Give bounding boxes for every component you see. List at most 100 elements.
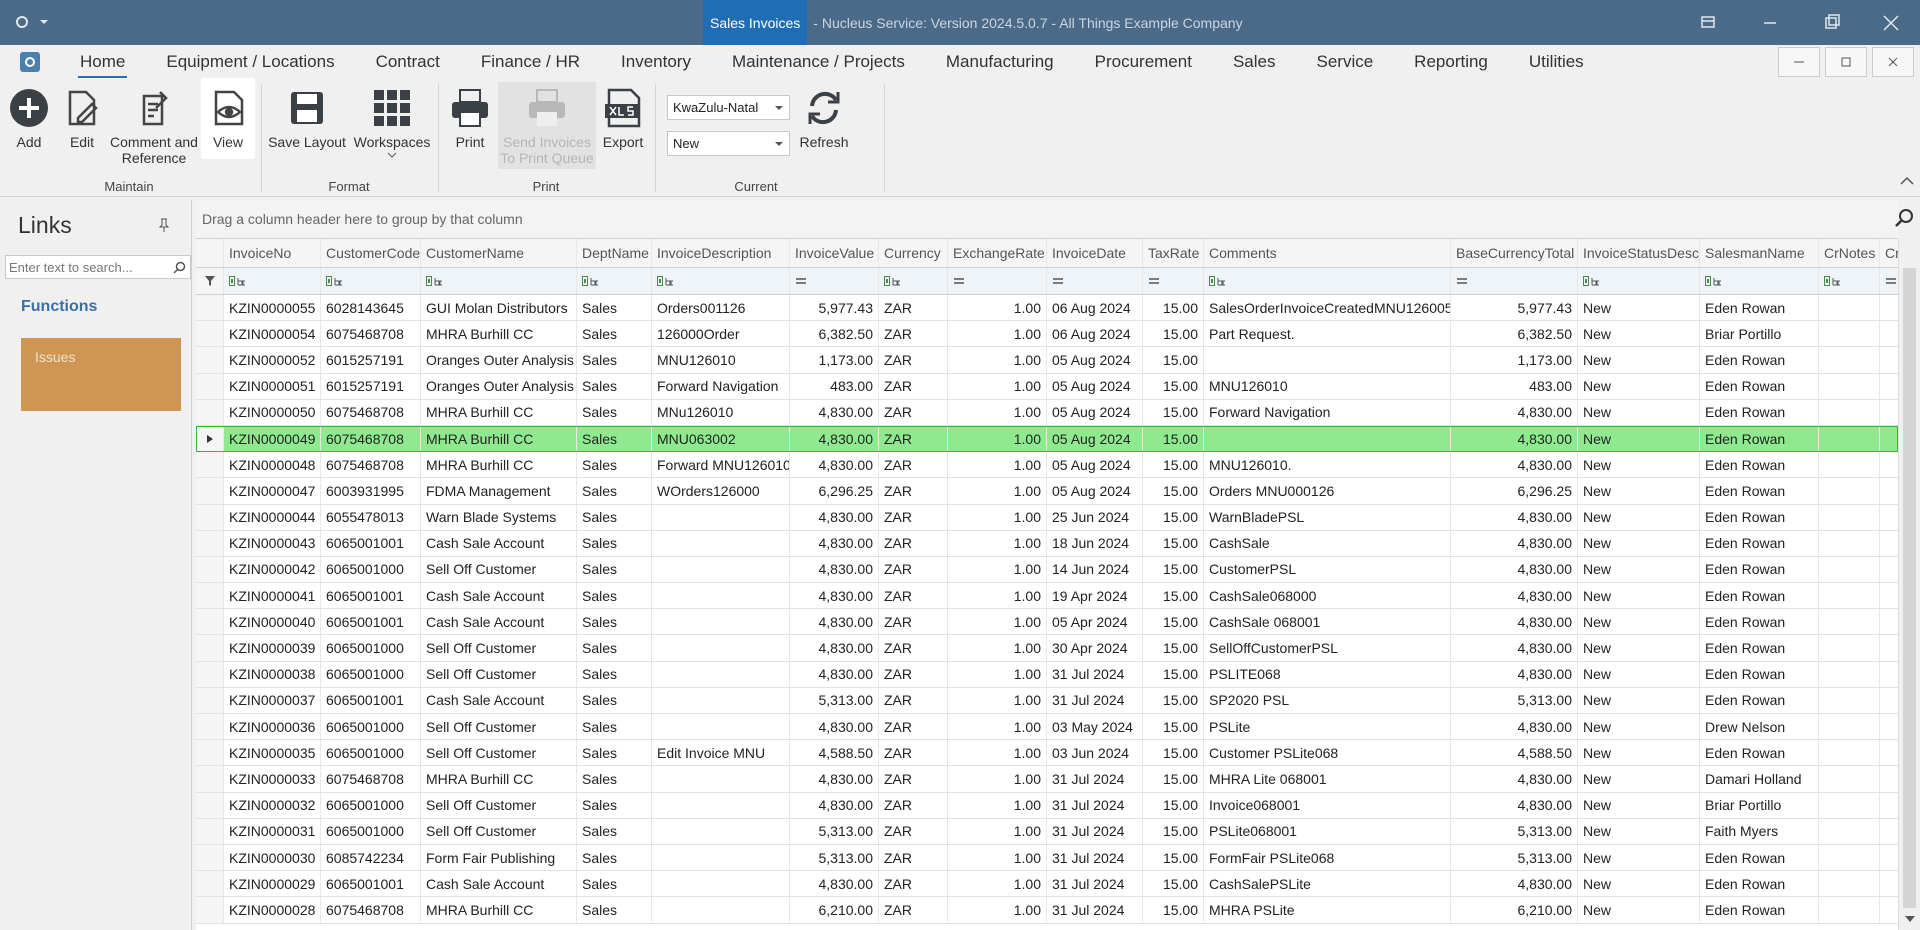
export-button[interactable]: Export bbox=[598, 88, 648, 150]
data-row[interactable]: KZIN0000032 6065001000 Sell Off Customer Sa… bbox=[196, 792, 1898, 819]
data-row[interactable]: KZIN0000033 6075468708 MHRA Burhill CC Sale… bbox=[196, 766, 1898, 793]
menu-tab[interactable]: Reporting bbox=[1414, 51, 1488, 71]
column-header[interactable]: InvoiceDescription bbox=[652, 239, 790, 267]
data-row[interactable]: KZIN0000055 6028143645 GUI Molan Distribut… bbox=[196, 295, 1898, 322]
data-row[interactable]: KZIN0000031 6065001000 Sell Off Customer Sa… bbox=[196, 818, 1898, 845]
menu-tab[interactable]: Service bbox=[1316, 51, 1374, 71]
scrollbar[interactable] bbox=[1898, 239, 1920, 930]
grid-cell: ZAR bbox=[879, 452, 948, 478]
menu-tab[interactable]: Sales bbox=[1232, 51, 1276, 71]
filter-cell[interactable] bbox=[1880, 268, 1898, 294]
column-header[interactable]: InvoiceNo bbox=[224, 239, 321, 267]
grid-cell: ZAR bbox=[879, 687, 948, 713]
grid-cell: MHRA Burhill CC bbox=[421, 321, 577, 347]
refresh-button[interactable]: Refresh bbox=[795, 88, 853, 150]
column-header[interactable]: CustomerName bbox=[421, 239, 577, 267]
collapse-ribbon[interactable] bbox=[1900, 176, 1914, 186]
grid-cell: ZAR bbox=[879, 871, 948, 897]
scroll-thumb[interactable] bbox=[1903, 268, 1916, 908]
column-header[interactable]: InvoiceValue bbox=[790, 239, 879, 267]
data-row[interactable]: KZIN0000047 6003931995 FDMA Management Sale… bbox=[196, 478, 1898, 505]
filter-cell[interactable] bbox=[1204, 268, 1451, 294]
data-row[interactable]: KZIN0000028 6075468708 MHRA Burhill CC Sale… bbox=[196, 897, 1898, 924]
column-header[interactable]: Comments bbox=[1204, 239, 1451, 267]
grid-cell: ZAR bbox=[879, 295, 948, 321]
data-row[interactable]: KZIN0000048 6075468708 MHRA Burhill CC Sale… bbox=[196, 452, 1898, 479]
menu-tab[interactable]: Equipment / Locations bbox=[166, 51, 335, 71]
selected-row[interactable]: KZIN0000049 6075468708 MHRA Burhill CC Sale… bbox=[196, 425, 1898, 453]
window-controls[interactable] bbox=[1700, 12, 1910, 34]
menu-tab[interactable]: Inventory bbox=[621, 51, 691, 71]
view-button[interactable]: View bbox=[201, 88, 255, 150]
column-header[interactable]: SalesmanName bbox=[1700, 239, 1819, 267]
workspaces-button[interactable]: Workspaces bbox=[352, 88, 432, 166]
column-header[interactable]: BaseCurrencyTotal bbox=[1451, 239, 1578, 267]
region-dropdown[interactable]: KwaZulu-Natal bbox=[667, 95, 790, 120]
filter-cell[interactable] bbox=[321, 268, 421, 294]
column-header[interactable]: CustomerCode bbox=[321, 239, 421, 267]
filter-cell[interactable] bbox=[652, 268, 790, 294]
status-dropdown[interactable]: New bbox=[667, 131, 790, 156]
grid-search[interactable] bbox=[1894, 208, 1914, 228]
data-row[interactable]: KZIN0000035 6065001000 Sell Off Customer Sa… bbox=[196, 740, 1898, 767]
add-button[interactable]: Add bbox=[4, 88, 54, 150]
data-row[interactable]: KZIN0000036 6065001000 Sell Off Customer Sa… bbox=[196, 714, 1898, 741]
app-menu-icon[interactable] bbox=[14, 14, 48, 30]
column-header[interactable]: DeptName bbox=[577, 239, 652, 267]
data-row[interactable]: KZIN0000050 6075468708 MHRA Burhill CC Sale… bbox=[196, 399, 1898, 426]
grid-cell: 15.00 bbox=[1143, 714, 1204, 740]
column-header[interactable]: ExchangeRate bbox=[948, 239, 1047, 267]
data-row[interactable]: KZIN0000051 6015257191 Oranges Outer Analy… bbox=[196, 373, 1898, 400]
filter-cell[interactable] bbox=[1700, 268, 1819, 294]
grid-cell: Eden Rowan bbox=[1700, 687, 1819, 713]
data-row[interactable]: KZIN0000038 6065001000 Sell Off Customer Sa… bbox=[196, 661, 1898, 688]
filter-cell[interactable] bbox=[1578, 268, 1700, 294]
filter-cell[interactable] bbox=[1451, 268, 1578, 294]
mdi-controls[interactable] bbox=[1778, 47, 1918, 77]
data-row[interactable]: KZIN0000041 6065001001 Cash Sale Account Sa… bbox=[196, 583, 1898, 610]
data-row[interactable]: KZIN0000044 6055478013 Warn Blade Systems S… bbox=[196, 504, 1898, 531]
data-row[interactable]: KZIN0000052 6015257191 Oranges Outer Analy… bbox=[196, 347, 1898, 374]
column-header[interactable]: CrTot bbox=[1880, 239, 1898, 267]
filter-cell[interactable] bbox=[577, 268, 652, 294]
filter-cell[interactable] bbox=[1047, 268, 1143, 294]
column-header[interactable]: TaxRate bbox=[1143, 239, 1204, 267]
filter-cell[interactable] bbox=[421, 268, 577, 294]
data-row[interactable]: KZIN0000042 6065001000 Sell Off Customer Sa… bbox=[196, 556, 1898, 584]
grid-cell: New bbox=[1578, 740, 1700, 766]
column-header[interactable]: InvoiceDate bbox=[1047, 239, 1143, 267]
menu-tab[interactable]: Utilities bbox=[1528, 51, 1584, 71]
print-button[interactable]: Print bbox=[447, 88, 493, 150]
column-header[interactable]: InvoiceStatusDesc bbox=[1578, 239, 1700, 267]
edit-button[interactable]: Edit bbox=[57, 88, 107, 150]
data-row[interactable]: KZIN0000043 6065001001 Cash Sale Account Sa… bbox=[196, 530, 1898, 557]
save-layout-button[interactable]: Save Layout bbox=[264, 88, 350, 150]
filter-cell[interactable] bbox=[790, 268, 879, 294]
menu-tab[interactable]: Finance / HR bbox=[480, 51, 581, 71]
data-row[interactable]: KZIN0000054 6075468708 MHRA Burhill CC Sale… bbox=[196, 321, 1898, 348]
menu-tab[interactable]: Contract bbox=[375, 51, 440, 71]
data-row[interactable]: KZIN0000040 6065001001 Cash Sale Account Sa… bbox=[196, 609, 1898, 636]
data-row[interactable]: KZIN0000039 6065001000 Sell Off Customer Sa… bbox=[196, 635, 1898, 662]
column-header[interactable]: Currency bbox=[879, 239, 948, 267]
menu-tab[interactable]: Manufacturing bbox=[945, 51, 1054, 71]
grid-cell: 4,830.00 bbox=[1451, 583, 1578, 609]
grid-cell bbox=[1819, 530, 1880, 556]
pin-icon[interactable] bbox=[158, 218, 170, 232]
search-box[interactable]: Enter text to search... bbox=[5, 255, 191, 279]
comment-button[interactable]: Comment and Reference bbox=[109, 88, 199, 166]
filter-cell[interactable] bbox=[224, 268, 321, 294]
data-row[interactable]: KZIN0000029 6065001001 Cash Sale Account Sa… bbox=[196, 871, 1898, 898]
column-header[interactable]: CrNotes bbox=[1819, 239, 1880, 267]
menu-tab[interactable]: Maintenance / Projects bbox=[731, 51, 905, 71]
filter-cell[interactable] bbox=[879, 268, 948, 294]
menu-tab[interactable]: Procurement bbox=[1094, 51, 1192, 71]
data-row[interactable]: KZIN0000030 6085742234 Form Fair Publishin… bbox=[196, 844, 1898, 872]
grid-cell bbox=[1880, 635, 1898, 660]
menu-tab[interactable]: Home bbox=[77, 51, 128, 78]
link-tile[interactable]: Issues bbox=[21, 338, 181, 411]
data-row[interactable]: KZIN0000037 6065001001 Cash Sale Account Sa… bbox=[196, 687, 1898, 714]
filter-cell[interactable] bbox=[1819, 268, 1880, 294]
filter-cell[interactable] bbox=[1143, 268, 1204, 294]
filter-cell[interactable] bbox=[948, 268, 1047, 294]
